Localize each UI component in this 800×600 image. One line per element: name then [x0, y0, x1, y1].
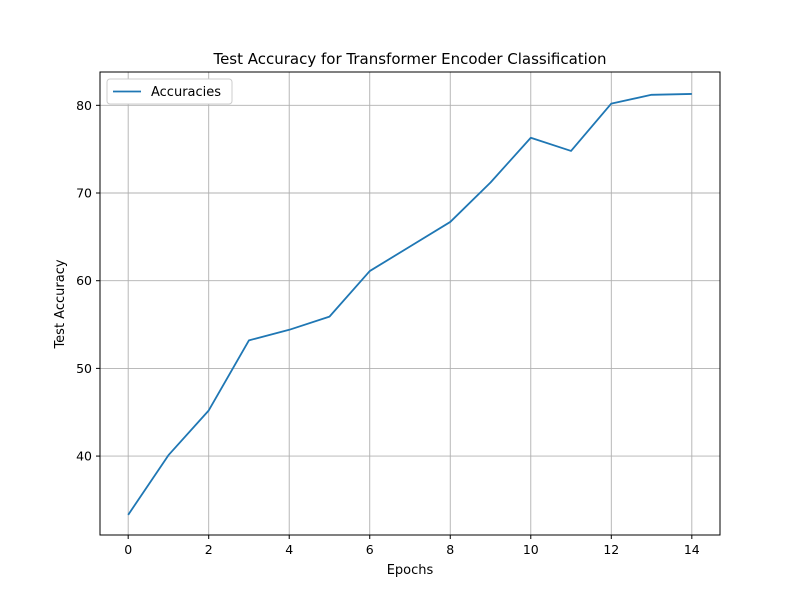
y-tick-label: 40 [76, 449, 92, 464]
y-tick-label: 70 [76, 186, 92, 201]
x-tick-label: 6 [366, 542, 374, 557]
y-axis-label: Test Accuracy [53, 259, 68, 349]
legend-box [106, 78, 233, 105]
x-tick-label: 2 [205, 542, 213, 557]
x-tick-label: 8 [446, 542, 454, 557]
chart-title: Test Accuracy for Transformer Encoder Cl… [212, 50, 606, 68]
x-tick-label: 12 [603, 542, 619, 557]
series-line-accuracies [127, 93, 692, 516]
y-tick-label: 50 [76, 361, 92, 376]
x-tick-label: 14 [684, 542, 700, 557]
grid [100, 72, 720, 535]
axes: 0 2 4 6 8 10 12 14 40 50 60 70 80 [76, 98, 700, 557]
legend: Accuracies [106, 78, 233, 105]
x-tick-label: 10 [523, 542, 539, 557]
legend-label-accuracies: Accuracies [151, 85, 221, 100]
x-axis-label: Epochs [387, 563, 434, 578]
series-layer [127, 93, 692, 516]
y-tick-label: 60 [76, 273, 92, 288]
x-tick-label: 4 [285, 542, 293, 557]
plot-frame [99, 71, 721, 536]
y-tick-label: 80 [76, 98, 92, 113]
x-tick-label: 0 [124, 542, 132, 557]
